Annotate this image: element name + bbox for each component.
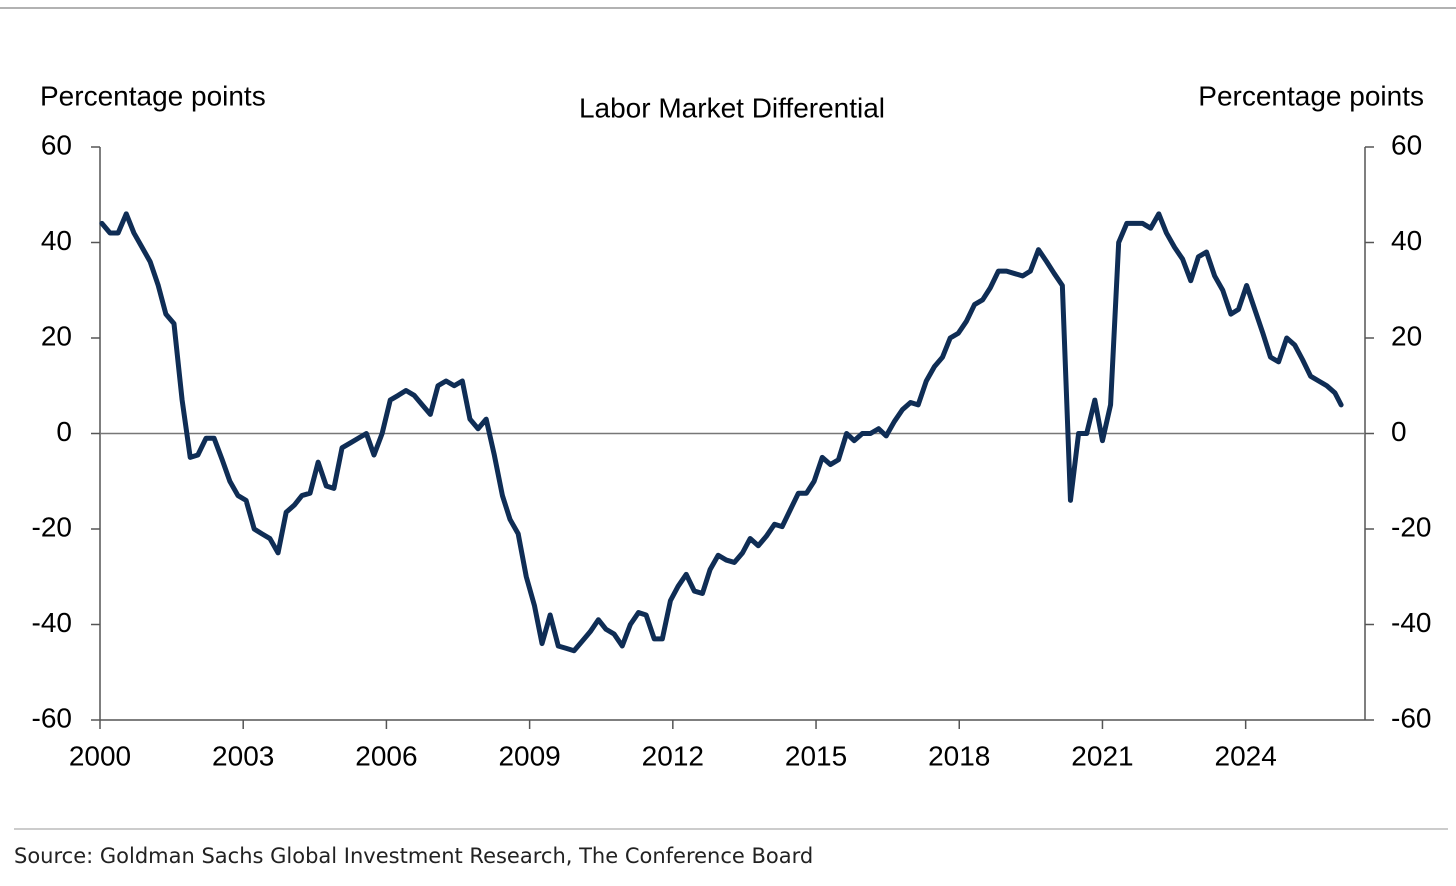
y-axis-label: Percentage points [40, 80, 266, 111]
chart-title: Labor Market Differential [579, 92, 885, 123]
data-line [99, 211, 1344, 654]
y2-tick-label: -20 [1391, 511, 1431, 542]
y-tick-label: 0 [56, 416, 72, 447]
y-tick-label: -20 [32, 511, 72, 542]
x-tick-label: 2024 [1215, 740, 1277, 771]
y2-tick-label: 0 [1391, 416, 1407, 447]
y-tick-label: -40 [32, 607, 72, 638]
y-tick-label: 40 [41, 225, 72, 256]
x-tick-label: 2003 [212, 740, 274, 771]
y2-axis-label: Percentage points [1198, 80, 1424, 111]
y2-tick-label: 40 [1391, 225, 1422, 256]
x-tick-label: 2021 [1071, 740, 1133, 771]
x-tick-label: 2015 [785, 740, 847, 771]
x-tick-label: 2006 [355, 740, 417, 771]
source-note: Source: Goldman Sachs Global Investment … [14, 844, 813, 868]
x-tick-label: 2009 [498, 740, 560, 771]
y-tick-label: -60 [32, 702, 72, 733]
y-tick-label: 20 [41, 320, 72, 351]
x-tick-label: 2012 [642, 740, 704, 771]
x-tick-label: 2018 [928, 740, 990, 771]
y2-tick-label: -60 [1391, 702, 1431, 733]
y2-tick-label: -40 [1391, 607, 1431, 638]
y2-tick-label: 20 [1391, 320, 1422, 351]
y2-tick-label: 60 [1391, 129, 1422, 160]
x-tick-label: 2000 [69, 740, 131, 771]
y-tick-label: 60 [41, 129, 72, 160]
